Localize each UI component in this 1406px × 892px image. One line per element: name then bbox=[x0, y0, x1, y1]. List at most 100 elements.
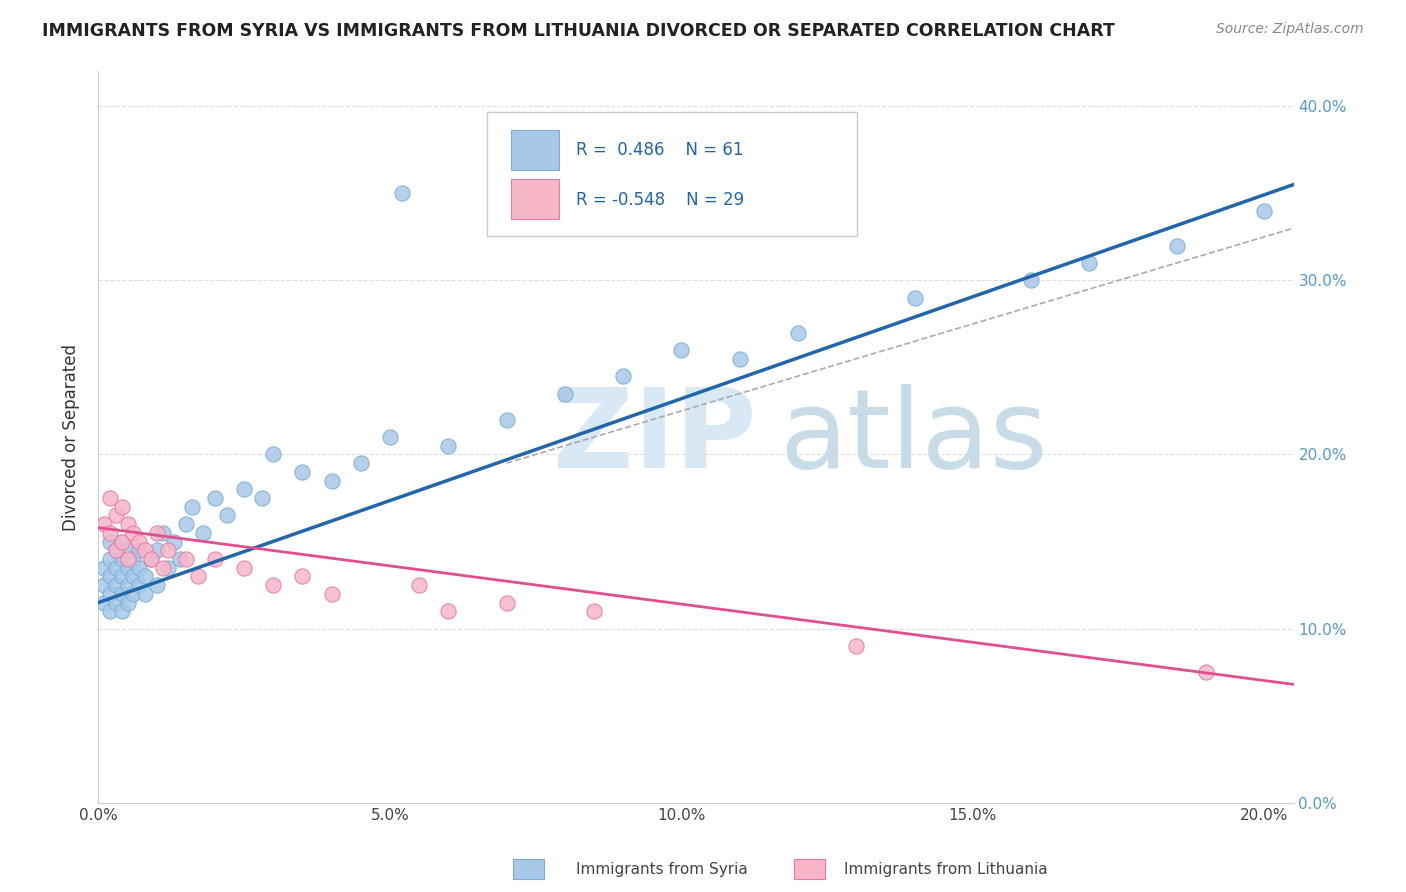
Point bbox=[93, 560, 115, 574]
Point bbox=[174, 517, 197, 532]
Y-axis label: Divorced or Separated: Divorced or Separated bbox=[62, 343, 80, 531]
Point bbox=[98, 491, 121, 505]
Point bbox=[111, 604, 134, 618]
Point bbox=[111, 552, 134, 566]
Point bbox=[291, 465, 314, 479]
Point bbox=[128, 578, 150, 592]
Point bbox=[93, 517, 115, 532]
Point bbox=[145, 543, 167, 558]
Point bbox=[104, 543, 127, 558]
Point bbox=[163, 534, 186, 549]
Point bbox=[128, 543, 150, 558]
Point bbox=[93, 578, 115, 592]
Point bbox=[111, 500, 134, 514]
Point bbox=[98, 569, 121, 583]
Point bbox=[104, 560, 127, 574]
Point bbox=[554, 386, 576, 401]
Point bbox=[204, 491, 226, 505]
Point bbox=[612, 369, 634, 384]
Point bbox=[437, 439, 460, 453]
Point bbox=[122, 525, 145, 540]
Point bbox=[250, 491, 273, 505]
Point bbox=[671, 343, 693, 357]
Point bbox=[1166, 238, 1188, 252]
Point bbox=[157, 560, 180, 574]
Point bbox=[117, 552, 139, 566]
Point bbox=[169, 552, 191, 566]
Point bbox=[233, 560, 256, 574]
Point bbox=[152, 560, 174, 574]
Point bbox=[350, 456, 373, 470]
Point bbox=[1019, 273, 1042, 287]
Point bbox=[215, 508, 238, 523]
Point bbox=[378, 430, 401, 444]
Point bbox=[117, 543, 139, 558]
Point bbox=[98, 587, 121, 601]
Point bbox=[104, 578, 127, 592]
Point bbox=[437, 604, 460, 618]
Point bbox=[262, 448, 284, 462]
Point bbox=[204, 552, 226, 566]
Point bbox=[93, 595, 115, 609]
Point bbox=[180, 500, 202, 514]
Point bbox=[495, 595, 517, 609]
Text: ZIP: ZIP bbox=[553, 384, 756, 491]
Point bbox=[117, 560, 139, 574]
Point bbox=[1253, 203, 1275, 218]
Point bbox=[122, 587, 145, 601]
Point bbox=[117, 578, 139, 592]
Text: Source: ZipAtlas.com: Source: ZipAtlas.com bbox=[1216, 22, 1364, 37]
Point bbox=[728, 351, 751, 366]
Point bbox=[233, 483, 256, 497]
Point bbox=[1078, 256, 1101, 270]
Text: R =  0.486    N = 61: R = 0.486 N = 61 bbox=[576, 141, 744, 160]
Bar bbox=[510, 179, 558, 219]
Point bbox=[903, 291, 925, 305]
Point bbox=[104, 508, 127, 523]
Point bbox=[845, 639, 868, 653]
Point bbox=[408, 578, 430, 592]
Point bbox=[1195, 665, 1218, 680]
Point bbox=[495, 412, 517, 426]
Point bbox=[262, 578, 284, 592]
Point bbox=[174, 552, 197, 566]
Point bbox=[134, 569, 156, 583]
Point bbox=[98, 604, 121, 618]
Point bbox=[787, 326, 810, 340]
Point bbox=[122, 552, 145, 566]
Point bbox=[291, 569, 314, 583]
Point bbox=[152, 525, 174, 540]
Point bbox=[391, 186, 413, 201]
Point bbox=[186, 569, 208, 583]
Point bbox=[98, 525, 121, 540]
Text: IMMIGRANTS FROM SYRIA VS IMMIGRANTS FROM LITHUANIA DIVORCED OR SEPARATED CORRELA: IMMIGRANTS FROM SYRIA VS IMMIGRANTS FROM… bbox=[42, 22, 1115, 40]
Point bbox=[139, 552, 162, 566]
Point bbox=[104, 543, 127, 558]
Bar bbox=[510, 130, 558, 170]
Point bbox=[157, 543, 180, 558]
Text: Immigrants from Syria: Immigrants from Syria bbox=[576, 863, 748, 877]
Point bbox=[117, 595, 139, 609]
Point bbox=[145, 578, 167, 592]
Point bbox=[139, 552, 162, 566]
Point bbox=[111, 569, 134, 583]
Text: R = -0.548    N = 29: R = -0.548 N = 29 bbox=[576, 191, 745, 209]
Point bbox=[111, 534, 134, 549]
Point bbox=[104, 595, 127, 609]
Point bbox=[128, 560, 150, 574]
Text: atlas: atlas bbox=[779, 384, 1047, 491]
Text: Immigrants from Lithuania: Immigrants from Lithuania bbox=[844, 863, 1047, 877]
Point bbox=[582, 604, 605, 618]
Point bbox=[111, 587, 134, 601]
Point bbox=[128, 534, 150, 549]
Point bbox=[321, 474, 343, 488]
Point bbox=[193, 525, 215, 540]
Point bbox=[98, 534, 121, 549]
Point bbox=[111, 534, 134, 549]
FancyBboxPatch shape bbox=[486, 112, 858, 235]
Point bbox=[117, 517, 139, 532]
Point bbox=[145, 525, 167, 540]
Point bbox=[134, 587, 156, 601]
Point bbox=[98, 552, 121, 566]
Point bbox=[122, 569, 145, 583]
